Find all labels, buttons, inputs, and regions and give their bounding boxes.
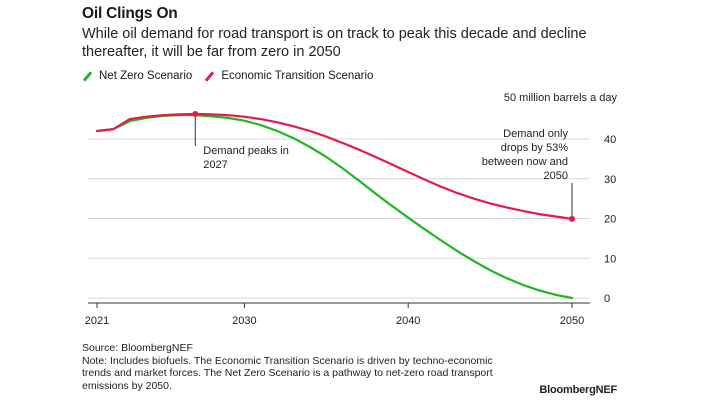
- annotation-2050-line-2: between now and: [482, 156, 568, 168]
- annotation-2050-line-3: 2050: [544, 170, 568, 182]
- y-tick-label-20: 20: [604, 214, 616, 226]
- y-tick-label-0: 0: [604, 293, 610, 305]
- series-line-economic-transition: [95, 112, 574, 220]
- x-tick-label-2021: 2021: [85, 315, 109, 327]
- x-tick-label-2040: 2040: [396, 315, 420, 327]
- legend-label-economic-transition: Economic Transition Scenario: [221, 70, 374, 82]
- y-axis-unit-label: 50 million barrels a day: [503, 92, 617, 104]
- annotation-2050-line-0: Demand only: [503, 128, 568, 140]
- annotation-peak-line-0: Demand peaks in: [203, 145, 289, 157]
- legend: Net Zero Scenario Economic Transition Sc…: [82, 70, 385, 82]
- x-tick-label-2030: 2030: [232, 315, 256, 327]
- x-tick-label-2050: 2050: [560, 315, 584, 327]
- legend-item-economic-transition: Economic Transition Scenario: [204, 70, 373, 82]
- note-text: Note: Includes biofuels. The Economic Tr…: [82, 354, 493, 392]
- annotation-marker-2050: [569, 215, 575, 222]
- legend-item-net-zero: Net Zero Scenario: [82, 70, 192, 82]
- annotation-2050-line-1: drops by 53%: [501, 142, 568, 154]
- chart-title: Oil Clings On: [82, 5, 178, 22]
- annotation-marker-peak: [192, 110, 199, 117]
- footer-notes: Source: BloombergNEF Note: Includes biof…: [82, 342, 522, 392]
- annotation-peak-line-1: 2027: [203, 159, 227, 171]
- y-tick-label-40: 40: [604, 134, 616, 146]
- y-tick-label-10: 10: [604, 253, 616, 265]
- brand-logo: BloombergNEF: [539, 384, 617, 396]
- y-tick-label-30: 30: [604, 174, 616, 186]
- source-text: Source: BloombergNEF: [82, 342, 193, 354]
- chart-subtitle: While oil demand for road transport is o…: [82, 26, 587, 60]
- legend-label-net-zero: Net Zero Scenario: [99, 70, 193, 82]
